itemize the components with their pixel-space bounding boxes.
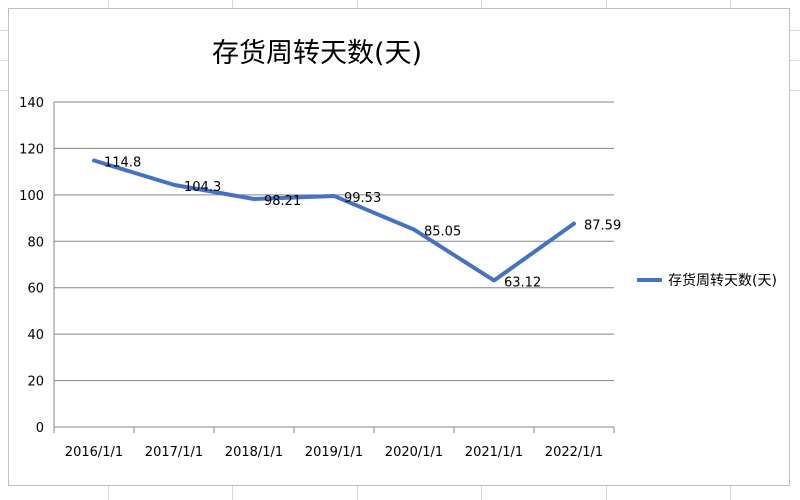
y-tick-label: 100: [19, 189, 44, 204]
data-label: 99.53: [344, 191, 381, 206]
chart-title: 存货周转天数(天): [212, 38, 422, 69]
x-tick-label: 2018/1/1: [225, 445, 283, 460]
x-tick-label: 2021/1/1: [465, 445, 523, 460]
y-tick-label: 0: [36, 421, 44, 436]
y-tick-label: 20: [27, 375, 44, 390]
series-line: [92, 158, 576, 283]
x-tick-label: 2022/1/1: [545, 445, 603, 460]
data-label: 104.3: [184, 180, 221, 195]
data-label: 114.8: [104, 156, 141, 171]
axes: 0 20 40 60 80 100 120 140 2016/1/1 2017/1/1 2018/1…: [19, 96, 615, 460]
y-tick-label: 60: [27, 282, 44, 297]
data-label: 98.21: [264, 194, 301, 209]
x-tick-label: 2017/1/1: [145, 445, 203, 460]
x-tick-label: 2019/1/1: [305, 445, 363, 460]
series-layer: [92, 158, 576, 283]
y-tick-label: 80: [27, 235, 44, 250]
data-label: 87.59: [584, 219, 621, 234]
x-tick-label: 2016/1/1: [65, 445, 123, 460]
chart-area[interactable]: [8, 8, 790, 486]
data-labels: 114.8 104.3 98.21 99.53 85.05 63.12 87.59: [104, 156, 621, 291]
legend[interactable]: 存货周转天数(天): [637, 272, 777, 289]
x-tick-label: 2020/1/1: [385, 445, 443, 460]
gridlines: [54, 101, 614, 382]
y-tick-label: 40: [27, 328, 44, 343]
data-label: 85.05: [424, 225, 461, 240]
y-tick-label: 120: [19, 142, 44, 157]
data-label: 63.12: [504, 275, 541, 290]
y-tick-label: 140: [19, 96, 44, 111]
legend-label: 存货周转天数(天): [668, 272, 777, 289]
